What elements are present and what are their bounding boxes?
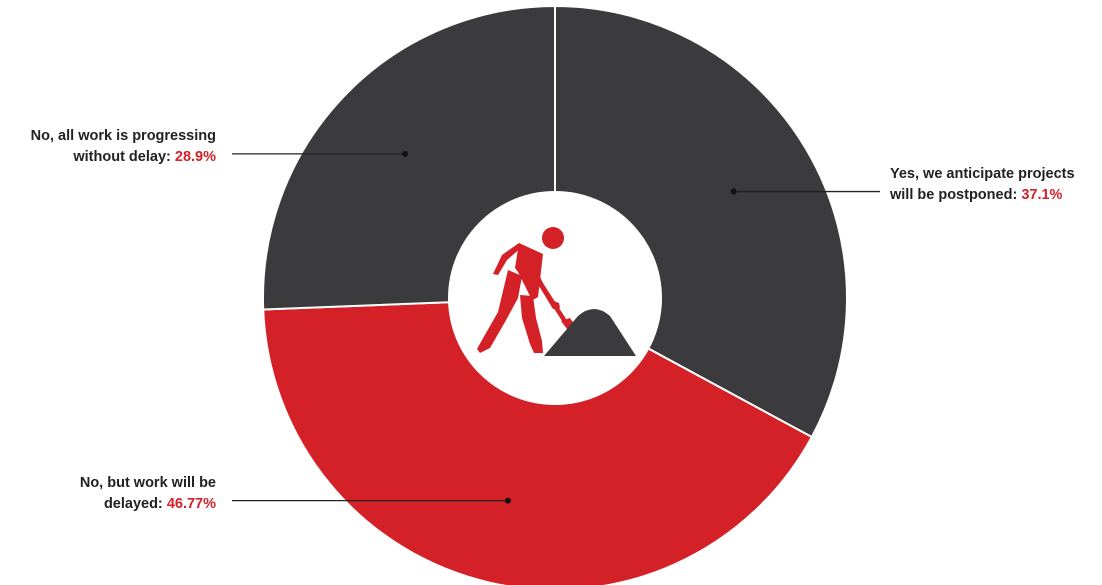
slice-label-no-delayed: No, but work will be delayed: 46.77%	[79, 474, 216, 512]
leader-dot-yes-postponed	[730, 188, 737, 195]
slice-value-yes-postponed: 37.1%	[1021, 186, 1063, 203]
slice-no-delayed	[262, 296, 814, 585]
donut-hole	[448, 191, 662, 405]
slice-value-no-progressing: 28.9%	[174, 148, 216, 165]
leader-dot-no-delayed	[504, 497, 511, 504]
worker-shoveling-icon	[477, 227, 636, 356]
slice-value-no-delayed: 46.77%	[166, 495, 216, 512]
slice-label-yes-postponed: Yes, we anticipate projects will be post…	[890, 165, 1075, 203]
slice-label-no-progressing: No, all work is progressing without dela…	[30, 127, 216, 165]
leader-dot-no-progressing	[402, 150, 409, 157]
